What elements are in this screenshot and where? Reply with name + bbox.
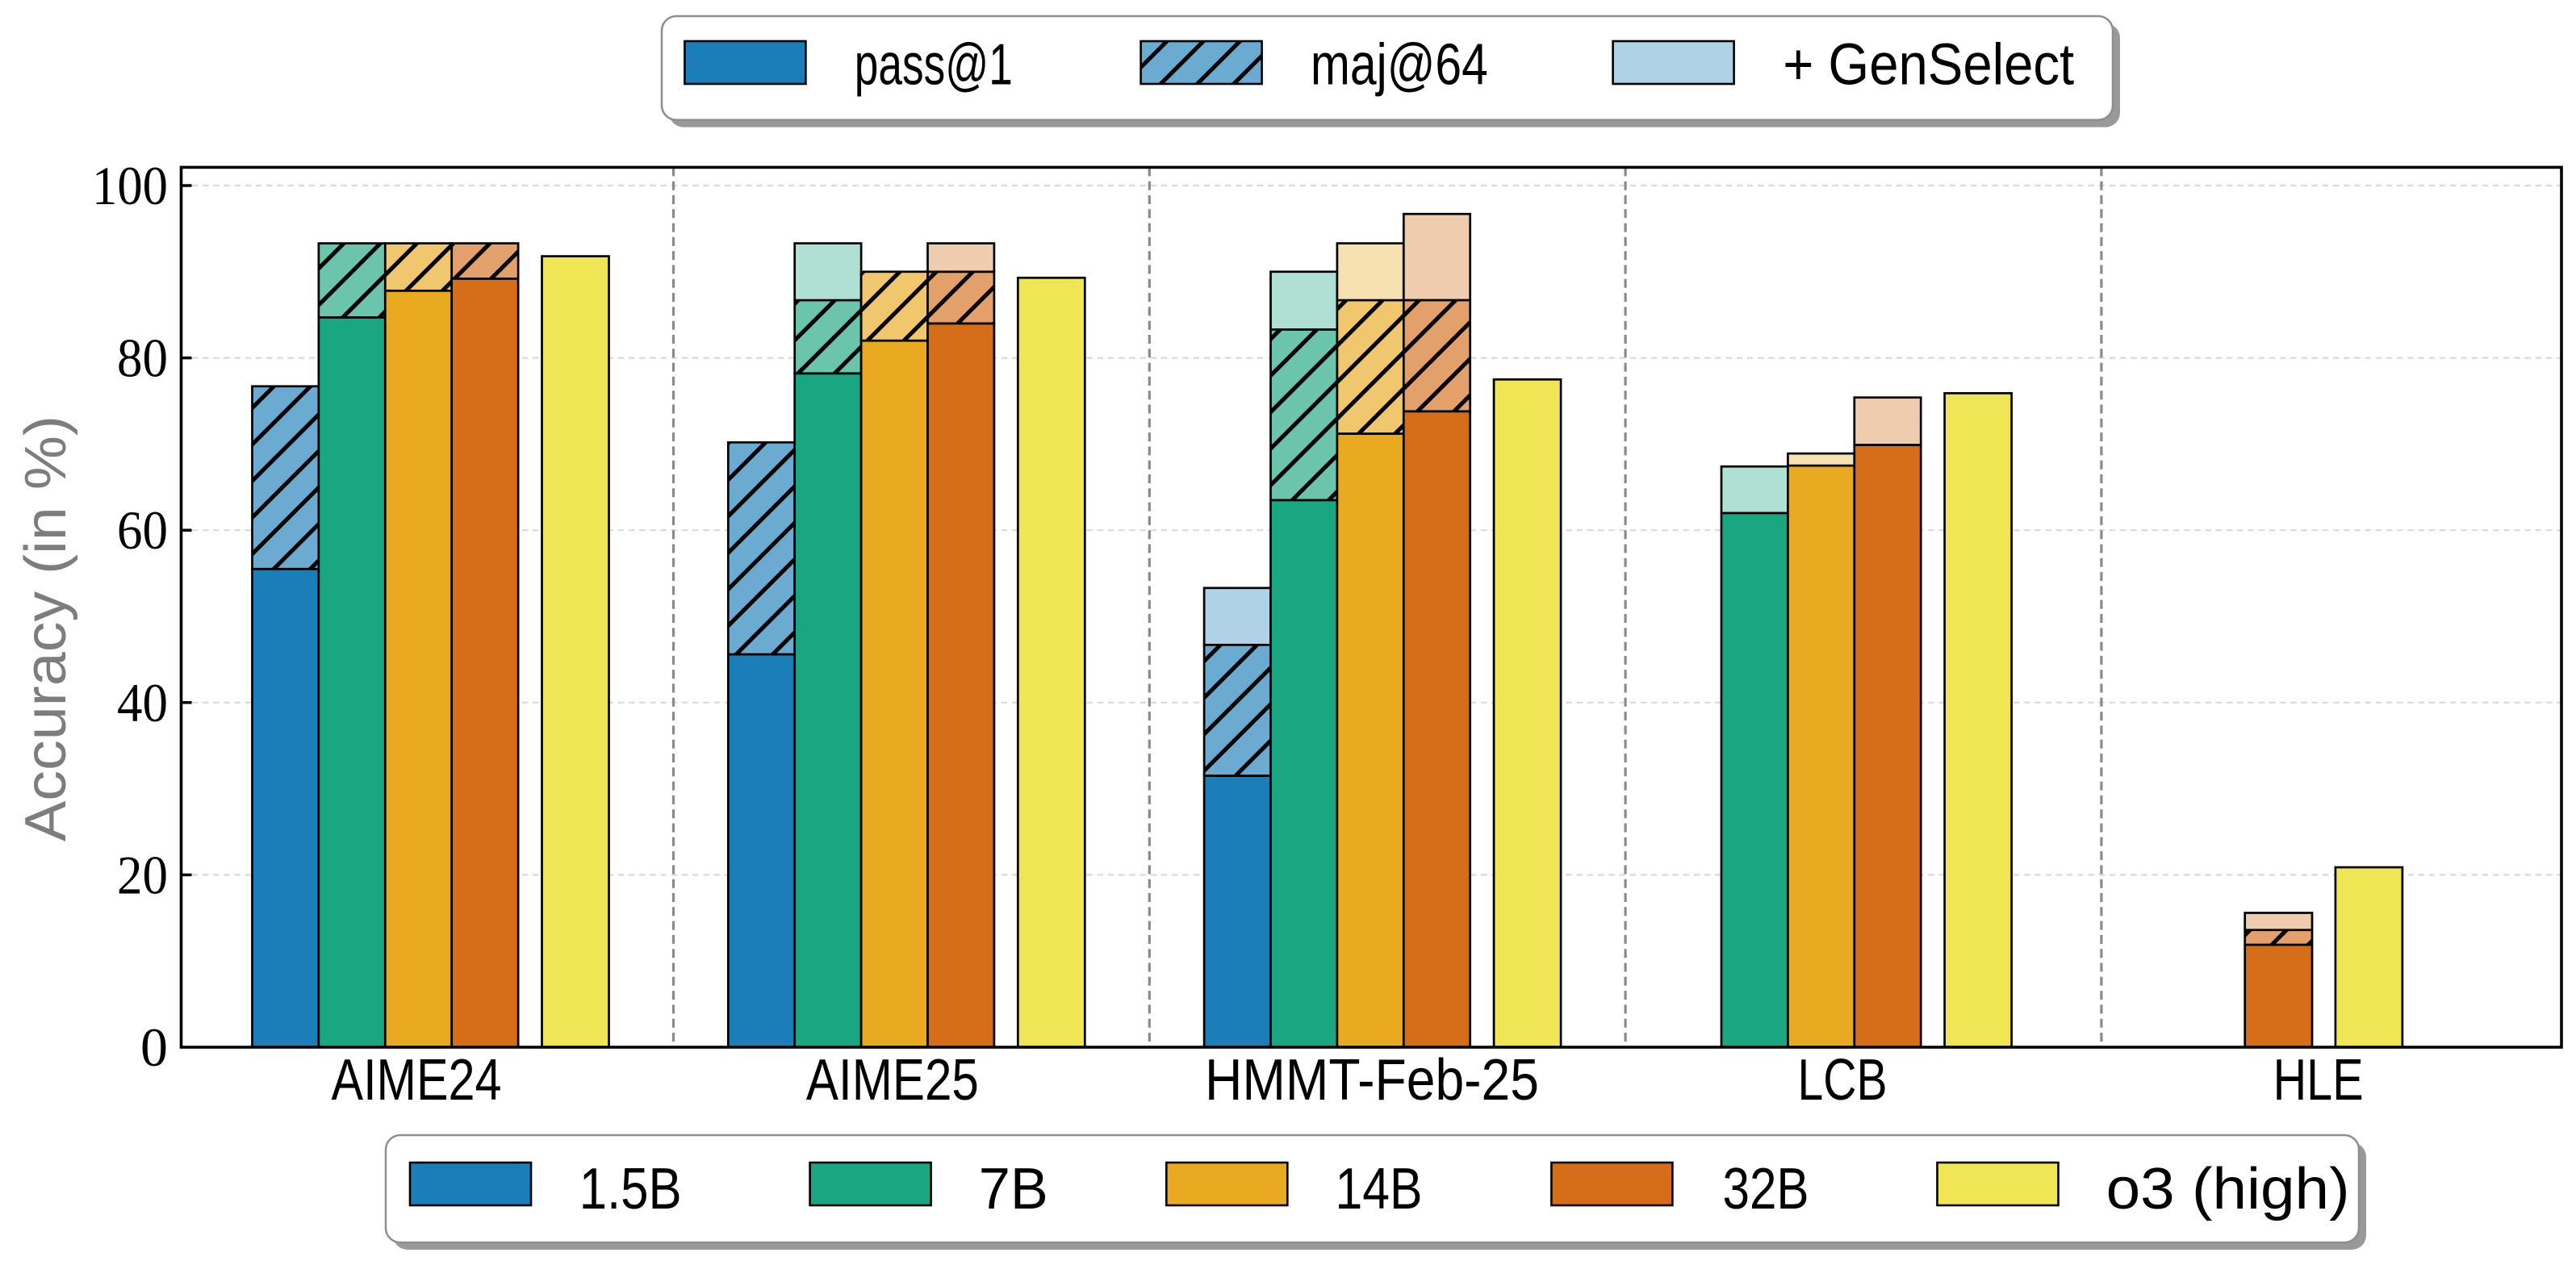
svg-text:AIME25: AIME25 [806, 1048, 979, 1113]
svg-text:7B: 7B [979, 1157, 1048, 1221]
svg-text:0: 0 [140, 1017, 168, 1078]
svg-text:+ GenSelect: + GenSelect [1783, 33, 2074, 98]
svg-text:20: 20 [117, 844, 168, 905]
svg-text:HLE: HLE [2273, 1048, 2364, 1113]
svg-text:o3 (high): o3 (high) [2106, 1157, 2350, 1221]
svg-text:pass@1: pass@1 [855, 33, 1013, 98]
svg-text:LCB: LCB [1798, 1048, 1888, 1113]
svg-text:14B: 14B [1336, 1157, 1423, 1221]
svg-text:80: 80 [117, 328, 168, 389]
svg-text:60: 60 [117, 499, 168, 561]
svg-text:HMMT-Feb-25: HMMT-Feb-25 [1205, 1048, 1539, 1113]
svg-text:maj@64: maj@64 [1311, 33, 1488, 98]
svg-text:32B: 32B [1723, 1157, 1809, 1221]
svg-text:100: 100 [92, 155, 168, 216]
svg-text:AIME24: AIME24 [332, 1048, 502, 1113]
svg-text:40: 40 [117, 672, 168, 733]
svg-text:Accuracy (in %): Accuracy (in %) [14, 415, 78, 841]
svg-text:1.5B: 1.5B [579, 1157, 682, 1221]
